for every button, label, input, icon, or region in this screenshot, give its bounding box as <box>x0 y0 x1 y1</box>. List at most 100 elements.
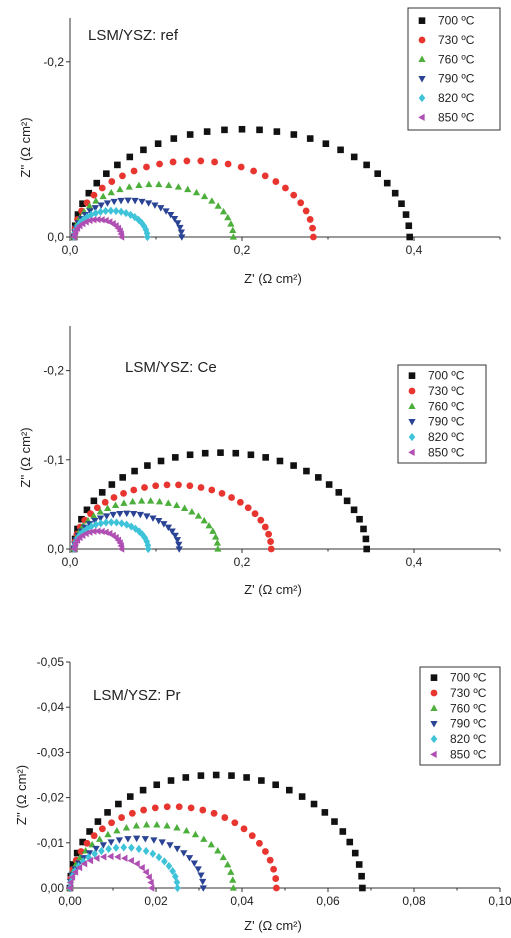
panel-label: LSM/YSZ: Ce <box>125 359 217 376</box>
data-point <box>205 521 213 529</box>
data-point <box>107 206 115 215</box>
data-point <box>118 814 125 821</box>
x-tick-label: 0,4 <box>406 243 423 257</box>
x-tick-label: 0,00 <box>58 894 82 908</box>
data-point <box>115 837 124 844</box>
data-point <box>132 524 139 533</box>
data-point <box>177 229 185 236</box>
legend-marker <box>418 76 426 83</box>
data-point <box>117 207 125 216</box>
data-point <box>201 449 209 457</box>
legend-label: 700 ºC <box>450 671 487 685</box>
data-point <box>142 821 151 828</box>
legend-box <box>407 7 501 131</box>
data-point <box>151 804 159 812</box>
data-point <box>175 803 183 811</box>
data-point <box>350 153 358 161</box>
x-axis-title: Z' (Ω cm²) <box>244 271 302 286</box>
data-point <box>168 528 176 535</box>
data-point <box>116 185 124 193</box>
data-point <box>265 530 272 538</box>
legend-label: 790 ºC <box>428 415 465 429</box>
data-point <box>251 510 259 518</box>
data-point <box>182 774 190 781</box>
data-point <box>175 541 183 549</box>
panel-label: LSM/YSZ: ref <box>88 27 179 44</box>
data-point <box>214 847 222 854</box>
data-point <box>91 518 99 525</box>
data-point <box>272 178 280 185</box>
data-point <box>124 197 132 205</box>
data-point <box>130 486 138 494</box>
data-point <box>143 537 151 546</box>
data-point <box>143 513 151 520</box>
data-point <box>402 211 410 218</box>
data-point <box>167 211 175 219</box>
y-tick-label: -0,05 <box>37 655 65 669</box>
y-tick-label: -0,2 <box>43 364 64 378</box>
data-point <box>113 826 121 834</box>
data-point <box>200 835 208 842</box>
data-point <box>86 828 93 835</box>
legend-marker <box>430 689 438 697</box>
data-point <box>99 842 107 849</box>
data-point <box>200 516 208 524</box>
data-point <box>117 197 125 205</box>
data-point <box>273 128 281 135</box>
data-point <box>178 234 186 241</box>
y-tick-label: -0,01 <box>37 836 65 850</box>
data-point <box>272 781 279 789</box>
legend-label: 760 ºC <box>428 399 465 413</box>
data-point <box>184 185 192 193</box>
data-point <box>104 830 112 838</box>
data-point <box>131 213 139 222</box>
data-point <box>123 520 130 529</box>
data-point <box>98 489 106 496</box>
y-axis-title: Z'' (Ω cm²) <box>14 765 29 825</box>
data-point <box>87 522 95 531</box>
series-730 <box>70 157 317 241</box>
data-point <box>107 852 114 860</box>
axes: 0,00 0,02 0,04 0,06 0,08 0,10 0,00 -0,01 -0,02 -0… <box>14 655 511 933</box>
data-point <box>165 181 173 189</box>
data-point <box>183 157 191 165</box>
series-700 <box>71 125 413 241</box>
data-point <box>155 497 164 505</box>
data-point <box>96 508 104 515</box>
data-point <box>104 504 112 511</box>
data-point <box>270 865 278 873</box>
data-point <box>98 846 105 856</box>
legend-marker <box>418 55 426 62</box>
legend-label: 850 ºC <box>428 445 465 459</box>
y-tick-label: 0,0 <box>47 230 64 244</box>
data-point <box>90 216 97 224</box>
data-point <box>120 489 127 497</box>
data-point <box>197 872 205 879</box>
data-point <box>103 200 112 207</box>
data-point <box>256 839 263 847</box>
data-point <box>126 153 134 161</box>
legend-entry: 790 ºC <box>418 72 475 86</box>
legend-label: 700 ºC <box>438 14 475 28</box>
data-point <box>83 839 91 847</box>
data-point <box>147 878 154 887</box>
data-point <box>150 837 158 844</box>
data-point <box>93 504 101 512</box>
data-point <box>141 836 149 843</box>
data-point <box>174 883 181 893</box>
data-point <box>143 229 151 238</box>
data-point <box>108 178 116 185</box>
legend-entry: 790 ºC <box>408 415 465 429</box>
data-point <box>335 489 343 496</box>
data-point <box>155 853 163 862</box>
data-point <box>160 521 168 528</box>
legend-label: 790 ºC <box>438 72 475 86</box>
data-series-group <box>66 771 366 893</box>
legend-marker <box>430 734 438 744</box>
data-point <box>272 875 280 882</box>
legend-marker <box>430 674 438 681</box>
data-point <box>240 825 248 833</box>
data-point <box>108 819 115 827</box>
data-point <box>359 884 366 892</box>
